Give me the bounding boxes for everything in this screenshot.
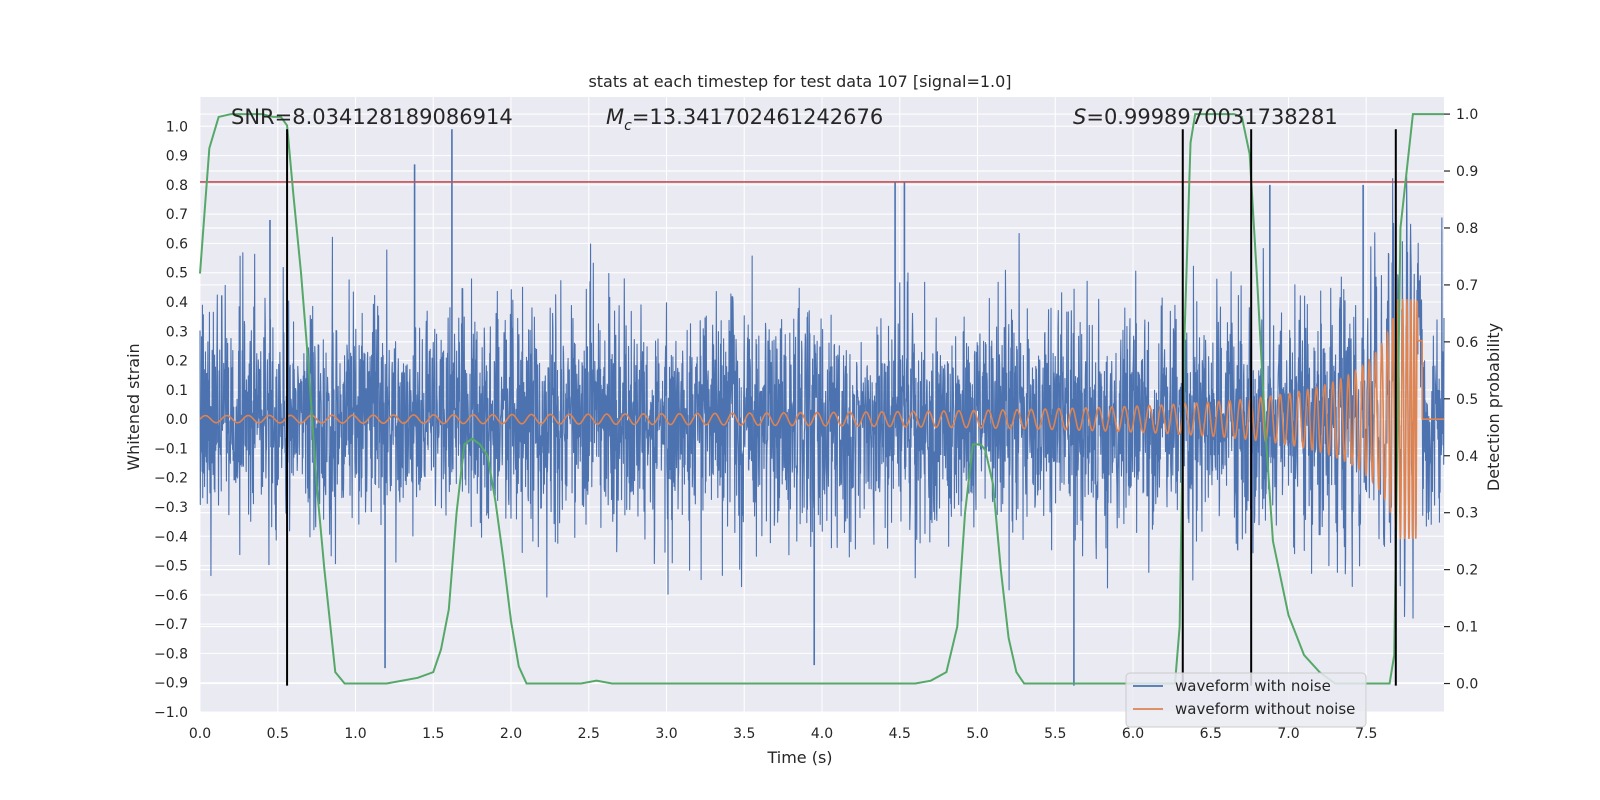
series-detection-probability: [199, 113, 1444, 685]
y-tick-label: −0.8: [154, 646, 188, 662]
y-tick-label: 0.5: [166, 266, 188, 282]
y2-tick-label: 0.9: [1456, 164, 1478, 180]
y-tick-label: 0.4: [166, 295, 188, 311]
y2-tick-label: 0.6: [1456, 335, 1478, 351]
annotation-score: S=0.9998970031738281: [1073, 105, 1338, 129]
y-tick-label: 0.2: [166, 354, 188, 370]
y2-axis-ticks: 1.0 0.9 0.8 0.7 0.6 0.5 0.4 0.3 0.2 0.1 0.0: [1444, 107, 1478, 693]
x-tick-label: 6.0: [1122, 726, 1144, 742]
y-tick-label: 0.7: [166, 207, 188, 223]
x-tick-label: 1.0: [344, 726, 366, 742]
y2-tick-label: 0.7: [1456, 278, 1478, 294]
x-tick-label: 6.5: [1200, 726, 1222, 742]
x-tick-label: 4.0: [811, 726, 833, 742]
x-tick-label: 3.5: [733, 726, 755, 742]
y2-axis-label: Detection probability: [1484, 323, 1503, 491]
y-tick-label: 0.3: [166, 324, 188, 340]
y-axis-ticks: 1.0 0.9 0.8 0.7 0.6 0.5 0.4 0.3 0.2 0.1 0.0 −0.1 −0.…: [154, 119, 188, 721]
legend-label-clean: waveform without noise: [1175, 700, 1355, 718]
legend-label-noise: waveform with noise: [1175, 677, 1331, 695]
probability-line: [199, 113, 1444, 685]
y-axis-label: Whitened strain: [124, 343, 143, 470]
y-tick-label: 1.0: [166, 119, 188, 135]
x-tick-label: 4.5: [889, 726, 911, 742]
y-tick-label: −0.3: [154, 500, 188, 516]
y2-tick-label: 0.8: [1456, 221, 1478, 237]
mc-subscript: c: [624, 118, 632, 134]
y-tick-label: −0.2: [154, 471, 188, 487]
y2-tick-label: 0.1: [1456, 620, 1478, 636]
mc-symbol: M: [606, 105, 624, 129]
x-tick-label: 0.5: [267, 726, 289, 742]
mc-value: =13.341702461242676: [632, 105, 883, 129]
y-tick-label: 0.9: [166, 149, 188, 165]
y2-tick-label: 0.3: [1456, 506, 1478, 522]
x-tick-label: 3.0: [655, 726, 677, 742]
y-tick-label: −0.5: [154, 559, 188, 575]
annotation-snr: SNR=8.034128189086914: [231, 105, 513, 129]
chart-title: stats at each timestep for test data 107…: [588, 72, 1011, 91]
series-waveform-with-noise: [199, 129, 1445, 686]
noise-waveform-line: [199, 176, 1445, 619]
y2-tick-label: 0.0: [1456, 677, 1478, 693]
x-tick-label: 2.5: [578, 726, 600, 742]
x-tick-label: 7.5: [1355, 726, 1377, 742]
y-tick-label: −0.4: [154, 529, 188, 545]
y-tick-label: −0.1: [154, 441, 188, 457]
y-tick-label: 0.1: [166, 383, 188, 399]
vertical-markers: [286, 129, 1397, 686]
x-tick-label: 2.0: [500, 726, 522, 742]
x-axis-label: Time (s): [766, 748, 832, 767]
x-tick-label: 5.0: [966, 726, 988, 742]
y-tick-label: −0.6: [154, 588, 188, 604]
y2-tick-label: 0.4: [1456, 449, 1478, 465]
annotation-chirp-mass: Mc=13.341702461242676: [606, 105, 883, 134]
series-waveform-without-noise: [199, 299, 1445, 540]
legend: waveform with noise waveform without noi…: [1125, 672, 1367, 728]
y-tick-label: −1.0: [154, 705, 188, 721]
y-tick-label: −0.7: [154, 617, 188, 633]
x-tick-label: 5.5: [1044, 726, 1066, 742]
y-tick-label: 0.6: [166, 236, 188, 252]
y-tick-label: −0.9: [154, 676, 188, 692]
y2-tick-label: 0.5: [1456, 392, 1478, 408]
y2-tick-label: 1.0: [1456, 107, 1478, 123]
legend-box: [1125, 672, 1367, 728]
y-tick-label: 0.8: [166, 178, 188, 194]
s-value: =0.9998970031738281: [1086, 105, 1337, 129]
x-tick-label: 7.0: [1277, 726, 1299, 742]
y2-tick-label: 0.2: [1456, 563, 1478, 579]
x-tick-label: 0.0: [189, 726, 211, 742]
s-symbol: S: [1073, 105, 1086, 129]
x-axis-ticks: 0.0 0.5 1.0 1.5 2.0 2.5 3.0 3.5 4.0 4.5 5.0 5.5 6.0 6…: [189, 726, 1378, 742]
y-tick-label: 0.0: [166, 412, 188, 428]
x-tick-label: 1.5: [422, 726, 444, 742]
clean-waveform-line: [199, 299, 1445, 540]
